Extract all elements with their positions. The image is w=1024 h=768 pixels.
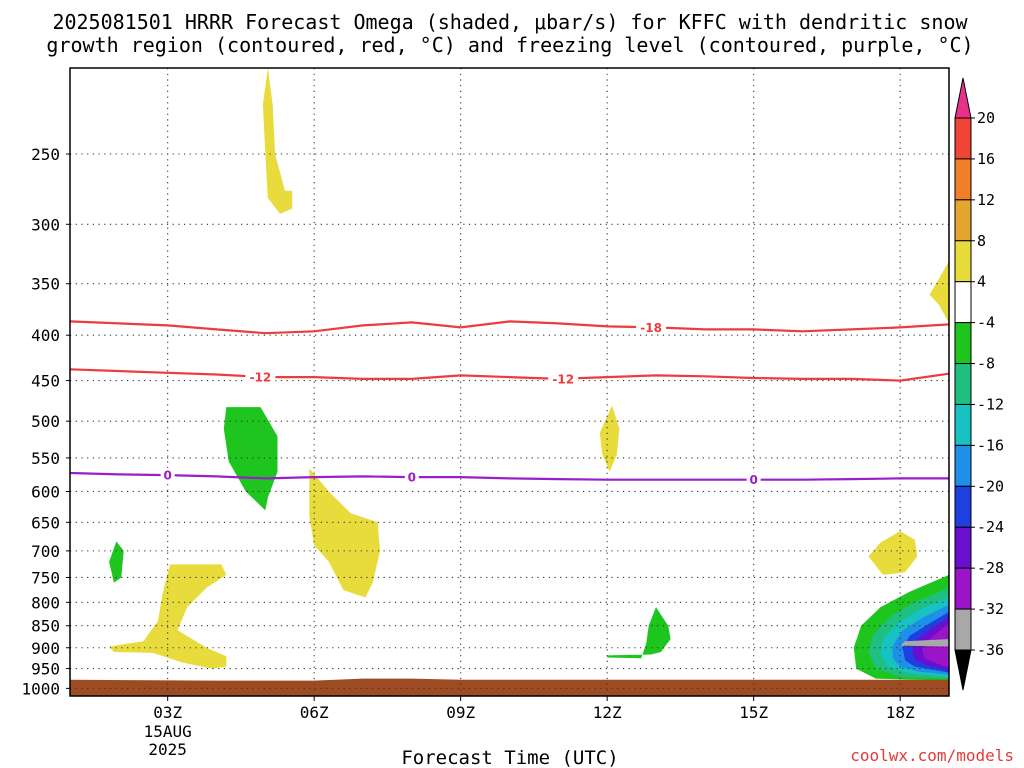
- omega-region-4: [309, 468, 381, 598]
- colorbar-label-5: -4: [977, 314, 995, 332]
- terrain-fill: [70, 678, 949, 696]
- y-tick-label-600: 600: [31, 482, 60, 501]
- colorbar-segment-11: [954, 567, 972, 610]
- credit-text: coolwx.com/models: [850, 746, 1014, 765]
- colorbar-segment-4: [954, 281, 972, 324]
- y-axis: 250 300 350 400 450 500 550 600 650 700 750 800 850 9…: [21, 145, 70, 698]
- y-tick-label-750: 750: [31, 568, 60, 587]
- plot-fill-layer: [70, 68, 949, 696]
- contour-label-2-1: 0: [408, 471, 416, 485]
- colorbar-segment-2: [954, 199, 972, 242]
- colorbar-label-11: -28: [977, 559, 1004, 577]
- contour-label-bg-0-0: [636, 320, 667, 335]
- x-tick-label-12: 12Z: [593, 703, 622, 722]
- colorbar-label-12: -32: [977, 600, 1004, 618]
- colorbar-label-8: -16: [977, 436, 1004, 454]
- x-tick-label-3: 03Z: [153, 703, 182, 722]
- omega-region-16: [900, 639, 949, 647]
- colorbar-segment-12: [954, 608, 972, 651]
- contour-label-1-0: -12: [250, 371, 272, 385]
- colorbar-bottom-triangle: [954, 649, 972, 691]
- contour-label-bg-2-1: [404, 470, 419, 485]
- omega-region-6: [109, 564, 227, 669]
- chart-title-line-2: growth region (contoured, red, °C) and f…: [46, 33, 973, 57]
- colorbar-label-0: 20: [977, 109, 995, 127]
- colorbar-segment-8: [954, 444, 972, 487]
- colorbar-label-3: 8: [977, 232, 986, 250]
- omega-region-2: [223, 407, 278, 511]
- contour-layer: -18 -12 -12 0 0 0: [70, 320, 949, 487]
- y-tick-label-1000: 1000: [21, 679, 60, 698]
- x-tick-label-9: 09Z: [446, 703, 475, 722]
- colorbar-label-7: -12: [977, 395, 1004, 413]
- contour-label-0-0: -18: [640, 321, 662, 335]
- x-tick-label-15: 15Z: [739, 703, 768, 722]
- omega-region-3: [599, 405, 620, 472]
- colorbar-label-10: -24: [977, 518, 1004, 536]
- y-tick-label-450: 450: [31, 372, 60, 391]
- x-axis-label: Forecast Time (UTC): [401, 747, 618, 768]
- contour-label-1-1: -12: [552, 372, 574, 386]
- omega-region-0: [262, 68, 293, 214]
- y-tick-label-500: 500: [31, 412, 60, 431]
- colorbar-segment-7: [954, 403, 972, 446]
- colorbar-segment-10: [954, 526, 972, 569]
- colorbar-segment-6: [954, 363, 972, 405]
- y-tick-label-850: 850: [31, 617, 60, 636]
- contour-label-bg-1-0: [245, 370, 276, 385]
- omega-region-1: [929, 261, 949, 324]
- plot-frame: [69, 67, 950, 697]
- colorbar-segment-5: [954, 322, 972, 365]
- y-tick-label-900: 900: [31, 639, 60, 658]
- colorbar-label-6: -8: [977, 355, 995, 373]
- colorbar-segment-3: [954, 240, 972, 283]
- omega-region-7: [868, 531, 918, 575]
- colorbar-label-1: 16: [977, 150, 995, 168]
- x-tick-label-6: 06Z: [300, 703, 329, 722]
- y-tick-label-300: 300: [31, 215, 60, 234]
- contour-line-2: [70, 471, 949, 481]
- colorbar-segment-1: [954, 158, 972, 201]
- contour-label-bg-2-0: [160, 468, 175, 483]
- colorbar-top-triangle: [954, 77, 972, 119]
- colorbar-label-9: -20: [977, 477, 1004, 495]
- x-tick-sublabel-3-1: 2025: [148, 740, 187, 759]
- y-tick-label-250: 250: [31, 145, 60, 164]
- y-tick-label-350: 350: [31, 275, 60, 294]
- contour-label-bg-2-2: [746, 472, 761, 487]
- y-tick-label-950: 950: [31, 660, 60, 679]
- colorbar-label-13: -36: [977, 641, 1004, 659]
- x-tick-label-18: 18Z: [886, 703, 915, 722]
- contour-line-1: [70, 368, 949, 382]
- y-tick-label-700: 700: [31, 542, 60, 561]
- x-tick-sublabel-3-0: 15AUG: [144, 722, 192, 741]
- colorbar: 20 16 12 8 4 -4 -8 -12 -16 -20 -24 -28 -32 -36: [954, 77, 1004, 691]
- chart-title-line-1: 2025081501 HRRR Forecast Omega (shaded, …: [52, 10, 968, 34]
- colorbar-segment-0: [954, 117, 972, 160]
- contour-label-2-0: 0: [163, 469, 171, 483]
- grid-layer: [70, 68, 949, 696]
- colorbar-segment-9: [954, 485, 972, 528]
- colorbar-label-2: 12: [977, 191, 995, 209]
- y-tick-label-550: 550: [31, 449, 60, 468]
- y-tick-label-650: 650: [31, 513, 60, 532]
- omega-region-5: [109, 541, 124, 583]
- contour-label-2-2: 0: [749, 473, 757, 487]
- contour-line-0: [70, 320, 949, 335]
- colorbar-label-4: 4: [977, 273, 986, 291]
- y-tick-label-800: 800: [31, 593, 60, 612]
- omega-region-8: [607, 607, 671, 659]
- contour-label-bg-1-1: [548, 371, 579, 386]
- y-tick-label-400: 400: [31, 326, 60, 345]
